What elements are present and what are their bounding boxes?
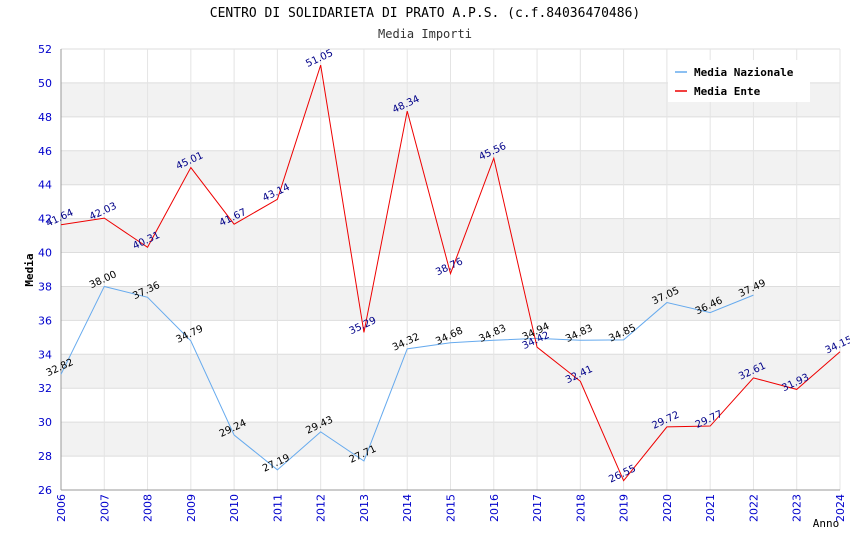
data-label: 34.79 [174, 324, 205, 346]
y-tick-label: 26 [38, 484, 52, 497]
y-tick-label: 32 [38, 382, 52, 395]
y-tick-labels: 26 28 30 32 34 36 38 40 42 44 46 48 50 52 [38, 43, 52, 497]
x-tick-label: 2017 [531, 494, 544, 522]
y-tick-label: 42 [38, 213, 52, 226]
series-line-media-ente [60, 64, 841, 482]
x-tick-label: 2011 [271, 494, 284, 522]
x-tick-label: 2022 [747, 494, 760, 522]
y-tick-label: 38 [38, 280, 52, 293]
data-label: 38.76 [434, 256, 465, 278]
data-label: 34.68 [434, 325, 465, 347]
legend: Media Nazionale Media Ente [668, 60, 810, 102]
x-tick-label: 2014 [401, 494, 414, 522]
y-tick-label: 48 [38, 111, 52, 124]
x-tick-label: 2007 [98, 494, 111, 522]
y-tick-label: 44 [38, 179, 52, 192]
series-lines [60, 64, 841, 482]
x-tick-label: 2015 [445, 494, 458, 522]
chart-subtitle: Media Importi [378, 27, 472, 41]
x-tick-label: 2008 [142, 494, 155, 522]
data-label: 34.83 [564, 323, 595, 345]
legend-box [668, 60, 810, 102]
x-tick-label: 2024 [834, 494, 847, 522]
y-tick-label: 40 [38, 247, 52, 260]
data-label: 34.83 [477, 323, 508, 345]
x-tick-label: 2016 [488, 494, 501, 522]
x-tick-label: 2020 [661, 494, 674, 522]
x-tick-label: 2012 [315, 494, 328, 522]
y-tick-label: 52 [38, 43, 52, 56]
legend-label: Media Nazionale [694, 66, 794, 79]
y-tick-label: 50 [38, 77, 52, 90]
x-tick-label: 2018 [574, 494, 587, 522]
data-label: 51.05 [304, 48, 335, 70]
y-tick-label: 28 [38, 450, 52, 463]
x-axis-title: Anno [813, 517, 840, 530]
x-tick-label: 2019 [618, 494, 631, 522]
x-tick-labels: 2006 2007 2008 2009 2010 2011 2012 2013 2014 2015… [55, 494, 847, 522]
y-tick-label: 36 [38, 314, 52, 327]
x-tick-label: 2013 [358, 494, 371, 522]
y-tick-label: 34 [38, 348, 52, 361]
y-axis-title: Media [23, 253, 36, 286]
data-label: 34.85 [607, 323, 638, 345]
legend-label: Media Ente [694, 85, 761, 98]
x-tick-label: 2023 [791, 494, 804, 522]
data-label: 34.15 [824, 334, 850, 356]
x-tick-label: 2009 [185, 494, 198, 522]
x-tick-label: 2021 [704, 494, 717, 522]
data-label: 26.55 [607, 463, 638, 485]
axes [60, 49, 840, 491]
x-tick-label: 2006 [55, 494, 68, 522]
chart-title: CENTRO DI SOLIDARIETA DI PRATO A.P.S. (c… [209, 6, 641, 21]
data-label: 43.14 [261, 182, 292, 204]
y-tick-label: 46 [38, 145, 52, 158]
x-tick-label: 2010 [228, 494, 241, 522]
y-tick-label: 30 [38, 416, 52, 429]
series-line-media-nazionale [60, 285, 754, 471]
